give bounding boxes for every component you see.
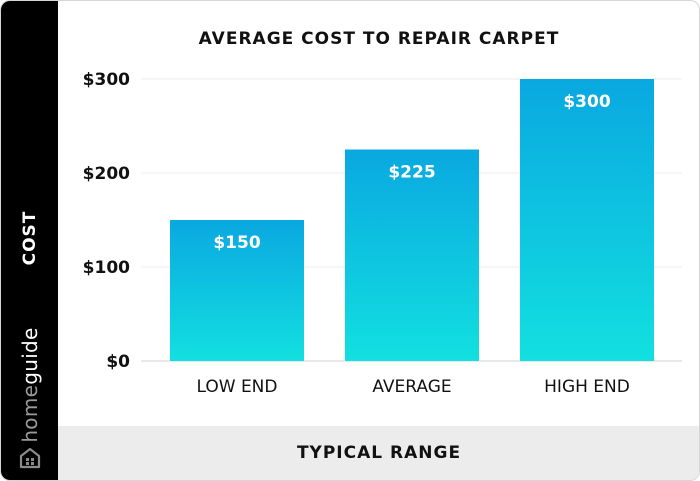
x-axis-label: TYPICAL RANGE <box>296 443 462 463</box>
bar-average <box>345 149 479 361</box>
y-tick-label: $0 <box>106 352 130 372</box>
y-tick-label: $100 <box>83 258 130 278</box>
bar-value-label: $150 <box>213 233 260 253</box>
house-icon <box>19 447 41 469</box>
y-tick-label: $200 <box>83 164 130 184</box>
x-tick-label: HIGH END <box>544 377 630 397</box>
bar-value-label: $300 <box>563 92 610 112</box>
chart-title: AVERAGE COST TO REPAIR CARPET <box>198 29 560 49</box>
sidebar: COST homeguide <box>1 1 58 480</box>
x-tick-label: AVERAGE <box>372 377 451 397</box>
bar-high-end <box>520 79 654 361</box>
x-tick-label: LOW END <box>196 377 277 397</box>
bar-value-label: $225 <box>388 163 435 183</box>
x-axis-footer: TYPICAL RANGE <box>58 426 699 480</box>
bar-low-end <box>170 220 304 361</box>
y-tick-label: $300 <box>83 70 130 90</box>
